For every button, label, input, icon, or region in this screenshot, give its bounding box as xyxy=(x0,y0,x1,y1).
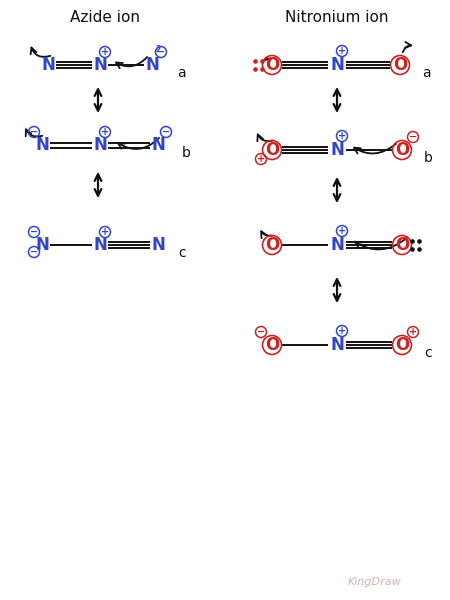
Text: c: c xyxy=(424,346,432,360)
Text: +: + xyxy=(338,46,346,56)
Text: O: O xyxy=(265,336,279,354)
Text: +: + xyxy=(409,327,417,337)
Text: N: N xyxy=(151,136,165,154)
Text: O: O xyxy=(265,56,279,74)
Text: N: N xyxy=(330,141,344,159)
Text: −: − xyxy=(409,132,417,142)
Text: b: b xyxy=(182,146,191,160)
Text: N: N xyxy=(330,236,344,254)
Text: N: N xyxy=(330,56,344,74)
Text: +: + xyxy=(257,154,265,164)
Text: O: O xyxy=(265,236,279,254)
Text: N: N xyxy=(93,56,107,74)
Text: Azide ion: Azide ion xyxy=(70,10,140,25)
Text: +: + xyxy=(338,131,346,141)
Text: O: O xyxy=(393,56,407,74)
Text: −: − xyxy=(157,47,165,57)
Text: +: + xyxy=(338,326,346,336)
Text: −: − xyxy=(162,127,170,137)
Text: −: − xyxy=(30,127,38,137)
Text: +: + xyxy=(101,47,109,57)
Text: Nitronium ion: Nitronium ion xyxy=(285,10,389,25)
Text: +: + xyxy=(338,226,346,236)
Text: O: O xyxy=(395,336,409,354)
Text: O: O xyxy=(265,141,279,159)
Text: +: + xyxy=(101,227,109,237)
Text: N: N xyxy=(93,136,107,154)
Text: N: N xyxy=(35,136,49,154)
Text: c: c xyxy=(178,246,185,260)
Text: −: − xyxy=(257,327,265,337)
Text: KingDraw: KingDraw xyxy=(348,577,402,587)
Text: N: N xyxy=(41,56,55,74)
Text: N: N xyxy=(145,56,159,74)
Text: +: + xyxy=(101,127,109,137)
Text: N: N xyxy=(151,236,165,254)
Text: −: − xyxy=(30,247,38,257)
Text: b: b xyxy=(424,151,433,165)
Text: N: N xyxy=(330,336,344,354)
Text: O: O xyxy=(395,236,409,254)
Text: O: O xyxy=(395,141,409,159)
Text: N: N xyxy=(35,236,49,254)
Text: a: a xyxy=(422,66,431,80)
Text: −: − xyxy=(30,227,38,237)
Text: N: N xyxy=(93,236,107,254)
Text: 2: 2 xyxy=(155,44,160,53)
Text: a: a xyxy=(177,66,185,80)
